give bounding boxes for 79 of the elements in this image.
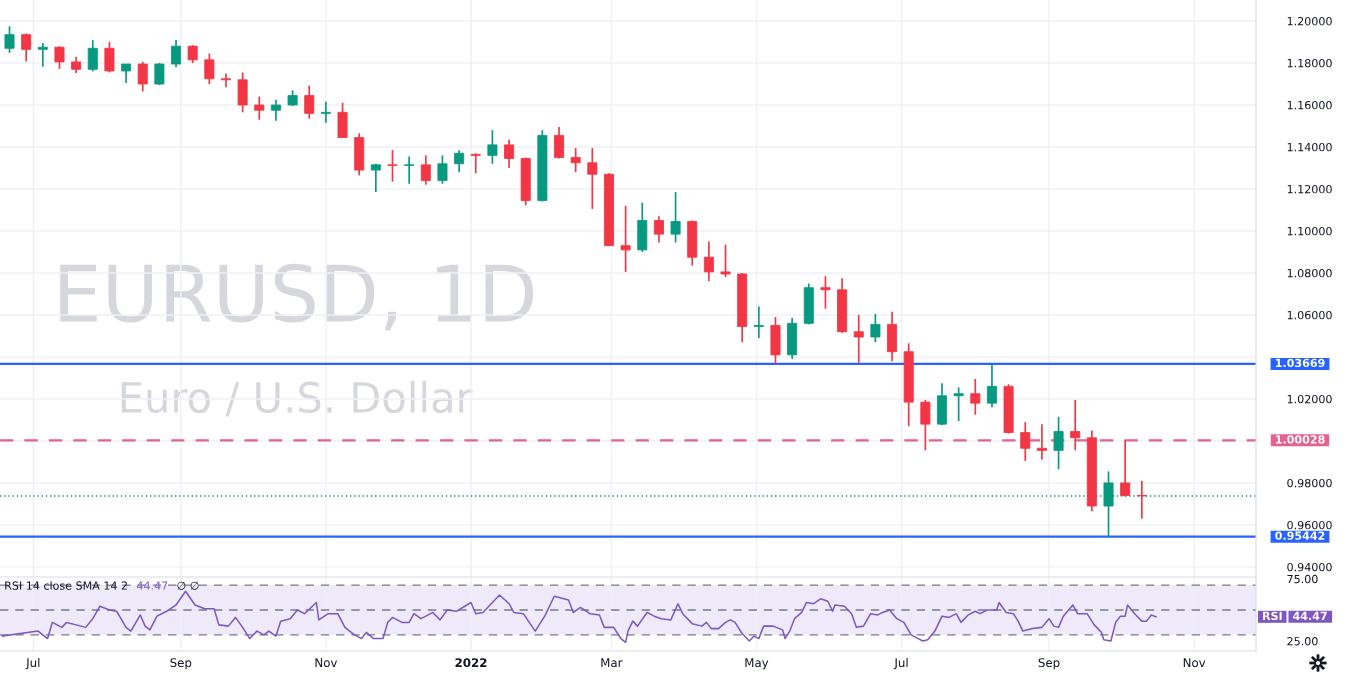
candlestick — [920, 399, 931, 452]
y-tick-label: 1.20000 — [1287, 16, 1332, 26]
candlestick — [1036, 423, 1047, 461]
text: RSI — [1263, 611, 1282, 621]
candlestick — [104, 41, 115, 74]
y-tick-label: 1.12000 — [1287, 184, 1332, 194]
annotation: 44.47 — [136, 581, 168, 590]
y-tick-label: 1.06000 — [1287, 310, 1332, 320]
candlestick — [970, 378, 981, 416]
candlestick — [437, 154, 448, 185]
candlestick — [670, 191, 681, 244]
candlestick — [653, 215, 664, 244]
x-tick-label: Nov — [315, 658, 338, 668]
candlestick — [1053, 415, 1064, 471]
y-tick-label: 1.10000 — [1287, 226, 1332, 236]
candlestick — [420, 154, 431, 186]
candlestick — [853, 314, 864, 365]
x-tick-label: May — [745, 658, 769, 670]
x-tick-label: Jul — [893, 657, 908, 670]
candlestick — [1103, 470, 1114, 538]
candlestick — [820, 275, 831, 310]
x-tick-label: Mar — [601, 658, 623, 668]
candlestick — [454, 149, 465, 174]
x-tick-label: 2022 — [455, 658, 487, 668]
candlestick — [270, 98, 281, 122]
candlestick — [1020, 421, 1031, 462]
y-tick-label: 75.00 — [1287, 574, 1318, 584]
candlestick — [370, 162, 381, 193]
candlestick — [1120, 439, 1131, 498]
candlestick — [470, 152, 481, 175]
y-tick-label: 1.14000 — [1287, 142, 1332, 152]
candlestick — [720, 243, 731, 278]
candlestick — [504, 138, 515, 169]
text: RSI 14 close SMA 14 2 — [5, 581, 127, 590]
ref-line-label: 1.03669 — [1275, 358, 1325, 368]
candlestick — [54, 45, 65, 70]
candlestick — [1136, 479, 1147, 520]
annotation: ∅ ∅ — [177, 581, 199, 590]
candlestick — [21, 32, 32, 63]
candlestick — [220, 72, 231, 88]
candlestick — [171, 39, 182, 69]
candlestick — [121, 63, 132, 84]
y-tick-label: 0.94000 — [1287, 562, 1332, 572]
candlestick — [753, 305, 764, 339]
line-series — [1, 590, 1157, 644]
y-tick-label: 0.96000 — [1287, 520, 1332, 530]
candlestick — [304, 84, 315, 120]
y-tick-label: 1.02000 — [1287, 394, 1332, 404]
candlestick — [953, 386, 964, 422]
candlestick — [986, 363, 997, 409]
candlestick — [404, 155, 415, 185]
candlestick — [570, 147, 581, 174]
candlestick — [320, 101, 331, 124]
y-tick-label: 25.00 — [1287, 637, 1318, 646]
candlestick — [1070, 399, 1081, 452]
candlestick — [4, 25, 15, 54]
y-tick-label: 1.16000 — [1287, 100, 1332, 110]
candlestick — [487, 129, 498, 165]
candlestick — [703, 240, 714, 283]
candlestick — [87, 39, 98, 73]
candlestick — [254, 95, 265, 121]
candlestick — [204, 52, 215, 85]
candlestick — [554, 126, 565, 160]
x-tick-label: Jul — [25, 657, 40, 670]
y-tick-label: 0.98000 — [1287, 478, 1332, 488]
y-tick-label: 1.08000 — [1287, 268, 1332, 278]
candlestick — [587, 147, 598, 210]
candlestick — [387, 149, 398, 183]
candlestick — [620, 204, 631, 273]
y-tick-label: 1.18000 — [1287, 58, 1332, 68]
candlestick — [870, 313, 881, 344]
candlestick — [137, 61, 148, 93]
candlestick — [37, 42, 48, 68]
ref-line-label: 0.95442 — [1275, 531, 1325, 540]
x-tick-label: Sep — [1038, 658, 1060, 670]
x-tick-label: Sep — [170, 658, 192, 670]
ref-line-label: 1.00028 — [1275, 435, 1325, 444]
text: 44.47 — [1293, 611, 1327, 620]
x-tick-label: Nov — [1183, 658, 1206, 668]
